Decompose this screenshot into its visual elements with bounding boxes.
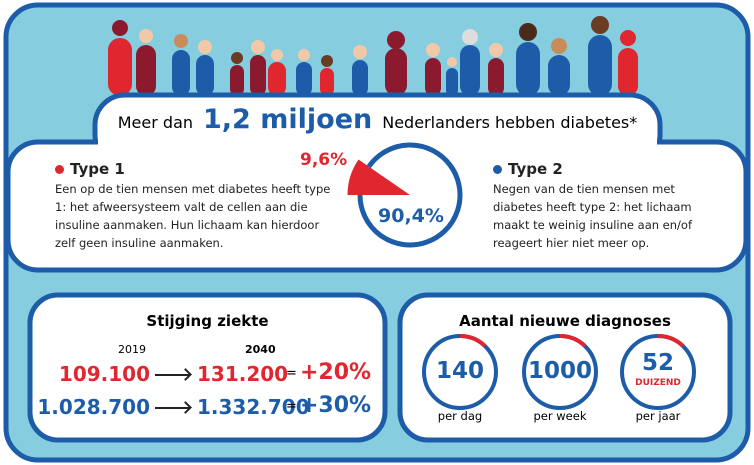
arrow: [155, 368, 192, 381]
to-value: 131.200: [197, 362, 289, 386]
joint: [98, 135, 657, 147]
diagnose-note: DUIZEND: [635, 378, 681, 388]
equals: =: [286, 366, 297, 381]
headline-suffix: Nederlanders hebben diabetes*: [382, 113, 638, 132]
people: [108, 16, 638, 96]
to-value: 1.332.700: [197, 395, 310, 419]
from-value: 1.028.700: [37, 395, 150, 419]
change: +30%: [300, 393, 372, 418]
type2-heading: Type 2: [493, 160, 563, 178]
change: +20%: [300, 360, 372, 385]
diagnoses-title: Aantal nieuwe diagnoses: [459, 312, 671, 330]
arrow: [155, 401, 192, 414]
type1-label: Type 1: [70, 160, 125, 178]
increase-title: Stijging ziekte: [146, 312, 269, 330]
headline: Meer dan 1,2 miljoen Nederlanders hebben…: [95, 104, 660, 135]
diagnose-unit: per week: [533, 409, 587, 423]
from-value: 109.100: [58, 362, 150, 386]
diagnose-unit: per jaar: [635, 409, 681, 423]
headline-prefix: Meer dan: [117, 113, 194, 132]
type1-heading: Type 1: [55, 160, 125, 178]
equals: =: [286, 399, 297, 414]
year-end: 2040: [245, 343, 276, 356]
diagnose-value: 1000: [527, 358, 592, 384]
pie-label-type2: 90,4%: [378, 205, 444, 227]
diagnose-circles: [422, 334, 696, 410]
pie-label-type1: 9,6%: [300, 150, 348, 170]
type1-text: Een op de tien mensen met diabetes heeft…: [55, 182, 331, 250]
diagnose-accents: [459, 333, 685, 348]
diagnose-value: 140: [435, 358, 484, 384]
increase-box: [27, 292, 388, 443]
pie-slice: [347, 159, 410, 195]
diagnose-unit: per dag: [437, 409, 483, 423]
type2-label: Type 2: [508, 160, 563, 178]
headline-highlight: 1,2 miljoen: [203, 104, 373, 135]
pie-slice: [357, 142, 463, 248]
diagnose-value: 52: [641, 350, 674, 376]
year-start: 2019: [118, 343, 146, 356]
pie: [347, 142, 463, 248]
type2-text: Negen van de tien mensen met diabetes he…: [493, 182, 693, 250]
